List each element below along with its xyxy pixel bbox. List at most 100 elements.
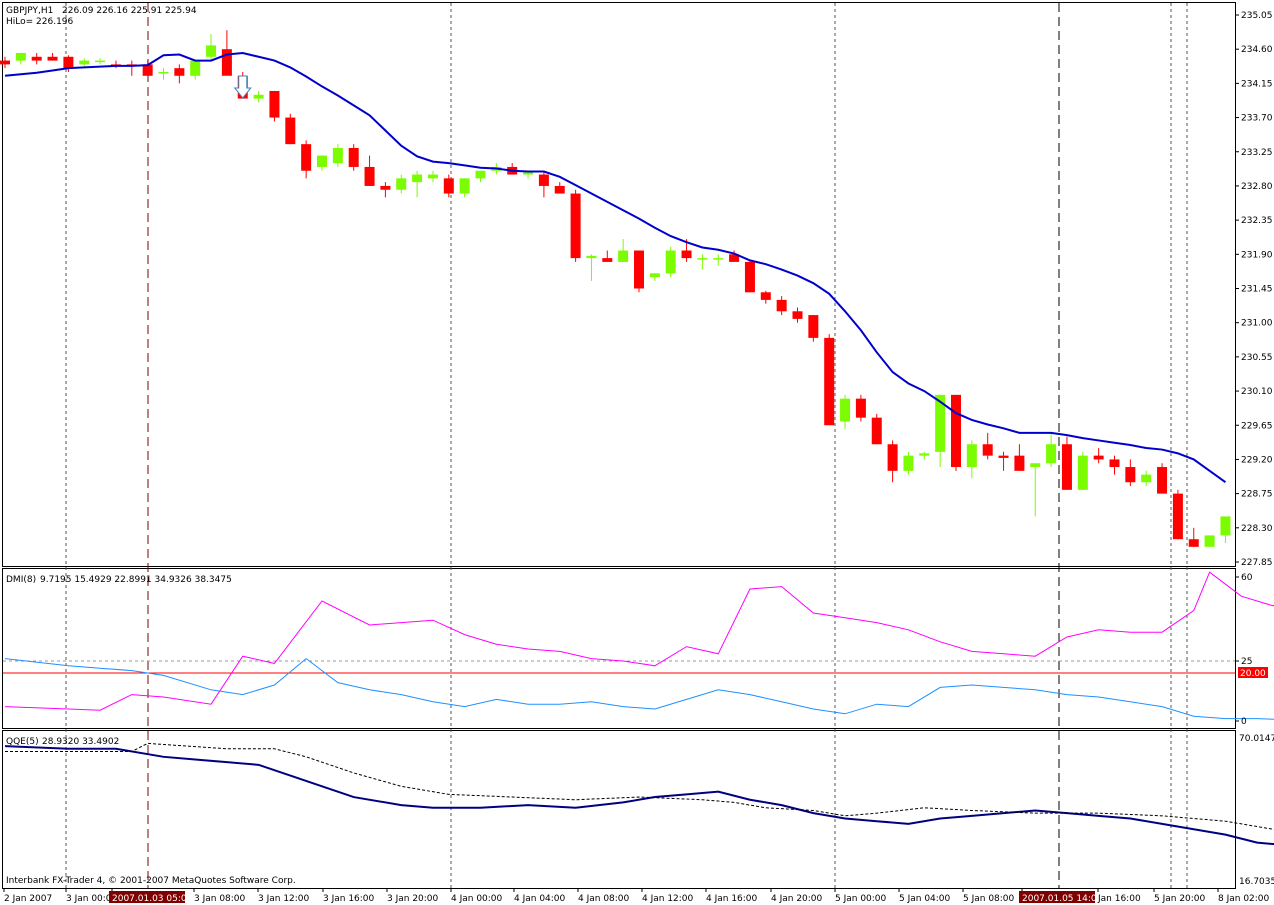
time-tick-label: 4 Jan 16:00 (706, 894, 758, 904)
candle-body (903, 455, 914, 471)
candle-body (951, 394, 961, 468)
price-tick-label: 230.55 (1241, 353, 1273, 363)
candle-body (744, 261, 755, 293)
price-tick-label: 229.20 (1241, 455, 1273, 465)
price-axis: 235.05 234.60 234.15 233.70 233.25 232.80 232.… (1235, 11, 1274, 887)
candle-body (285, 117, 296, 145)
candle-body (808, 315, 819, 338)
candle-body (1157, 467, 1168, 494)
time-tick-label: 5 Jan 08:00 (963, 894, 1015, 904)
sell-arrow-icon (233, 75, 252, 99)
candle-body (935, 394, 946, 452)
symbol-label: GBPJPY,H1 (6, 6, 53, 16)
candle-body (887, 444, 898, 471)
hilo-line (4, 51, 1227, 484)
price-tick-label: 229.65 (1241, 421, 1273, 431)
candle-body (459, 178, 470, 194)
candle-body (332, 147, 343, 164)
candle-body (221, 49, 232, 76)
dmi-level-badge (1238, 667, 1268, 678)
qqe-panel[interactable] (2, 730, 1236, 889)
time-tick-label: 4 Jan 04:00 (514, 894, 566, 904)
dmi-title: DMI(8) (6, 575, 36, 585)
candle-body (1077, 455, 1088, 490)
candle-body (348, 147, 359, 167)
time-tick-label: 3 Jan 00:00 (66, 894, 118, 904)
price-tick-label: 228.75 (1241, 490, 1273, 500)
time-tick-label: 5 Jan 20:00 (1154, 894, 1206, 904)
time-tick-label: 5 Jan 04:00 (899, 894, 951, 904)
price-tick-label: 231.90 (1241, 250, 1273, 260)
time-marker-label: 2007.01.03 05:00 (112, 894, 193, 904)
candle-body (1109, 459, 1120, 468)
candle-body (729, 254, 740, 262)
candle-body (1046, 444, 1057, 464)
candle-body (63, 56, 74, 69)
candle-body (31, 56, 42, 61)
price-tick-label: 232.80 (1241, 182, 1273, 192)
time-grid (65, 3, 1188, 888)
dmi-panel[interactable] (2, 568, 1236, 729)
candle-body (158, 71, 169, 74)
candle-body (681, 250, 692, 259)
dmi-tick-label: 25 (1241, 657, 1252, 667)
candle-body (269, 90, 280, 118)
candle-body (1093, 455, 1104, 460)
candle-body (649, 273, 660, 278)
candle-body (0, 60, 10, 65)
candle-body (982, 444, 993, 456)
candle-body (792, 311, 803, 319)
candle-body (855, 398, 866, 418)
candle-body (602, 258, 613, 262)
dmi-values: 9.7195 15.4929 22.8991 34.9326 38.3475 (40, 575, 232, 585)
price-tick-label: 233.25 (1241, 148, 1273, 158)
candle-body (475, 170, 486, 179)
price-tick-label: 234.15 (1241, 79, 1273, 89)
qqe-tick-label: 16.7035 (1239, 877, 1274, 887)
time-tick-label: 3 Jan 08:00 (194, 894, 246, 904)
price-panel[interactable] (2, 2, 1236, 567)
candle-body (364, 166, 375, 186)
qqe-tick-label: 70.0147 (1239, 734, 1274, 744)
candle-body (253, 94, 264, 99)
candle-body (760, 292, 771, 300)
candle-body (396, 178, 407, 190)
time-tick-label: 5 Jan 00:00 (835, 894, 887, 904)
candle-body (713, 258, 724, 260)
price-tick-label: 235.05 (1241, 11, 1273, 21)
qqe-main-line (4, 745, 1274, 846)
candle-body (1188, 539, 1199, 547)
price-tick-label: 227.85 (1241, 558, 1273, 568)
candle-body (47, 56, 58, 61)
candle-body (966, 444, 977, 468)
candle-body (586, 255, 597, 259)
price-tick-label: 233.70 (1241, 114, 1273, 124)
price-tick-label: 234.60 (1241, 45, 1273, 55)
price-tick-label: 231.00 (1241, 319, 1273, 329)
candle-body (301, 144, 312, 171)
price-candles (0, 30, 1231, 547)
ohlc-label: 226.09 226.16 225.91 225.94 (62, 6, 197, 16)
candle-body (1172, 493, 1183, 540)
candle-body (1061, 444, 1072, 490)
time-tick-label: 4 Jan 20:00 (771, 894, 823, 904)
time-tick-label: 8 Jan 02:00 (1218, 894, 1270, 904)
candle-body (618, 250, 629, 262)
time-marker-badge (1019, 891, 1095, 903)
candle-body (1220, 516, 1231, 536)
qqe-values: 28.9320 33.4902 (42, 737, 119, 747)
time-tick-label: 4 Jan 12:00 (642, 894, 694, 904)
candle-body (174, 68, 185, 76)
time-marker-label: 2007.01.05 14:00 (1022, 894, 1103, 904)
minus_di-line (4, 657, 1274, 720)
candle-body (15, 52, 26, 61)
qqe-title: QQE(5) (6, 737, 39, 747)
candle-body (824, 337, 835, 426)
candle-body (79, 60, 90, 65)
dmi-tick-label: 0 (1241, 717, 1247, 727)
price-tick-label: 228.30 (1241, 524, 1273, 534)
candle-body (427, 174, 438, 179)
candle-body (776, 299, 787, 312)
